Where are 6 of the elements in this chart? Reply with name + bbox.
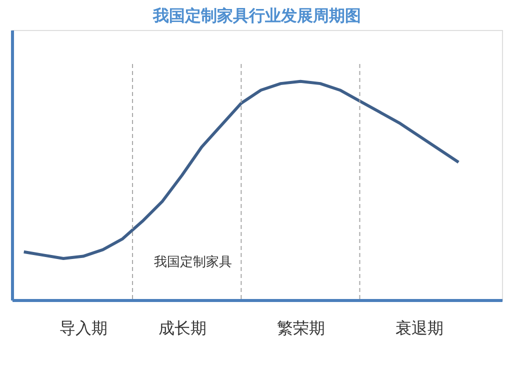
annotation: 我国定制家具 xyxy=(154,254,232,270)
chart-title: 我国定制家具行业发展周期图 xyxy=(152,6,361,25)
x-tick-label: 成长期 xyxy=(158,318,206,338)
x-tick-label: 衰退期 xyxy=(396,318,444,338)
x-tick-label: 导入期 xyxy=(60,318,108,338)
x-tick-label: 繁荣期 xyxy=(276,318,325,338)
